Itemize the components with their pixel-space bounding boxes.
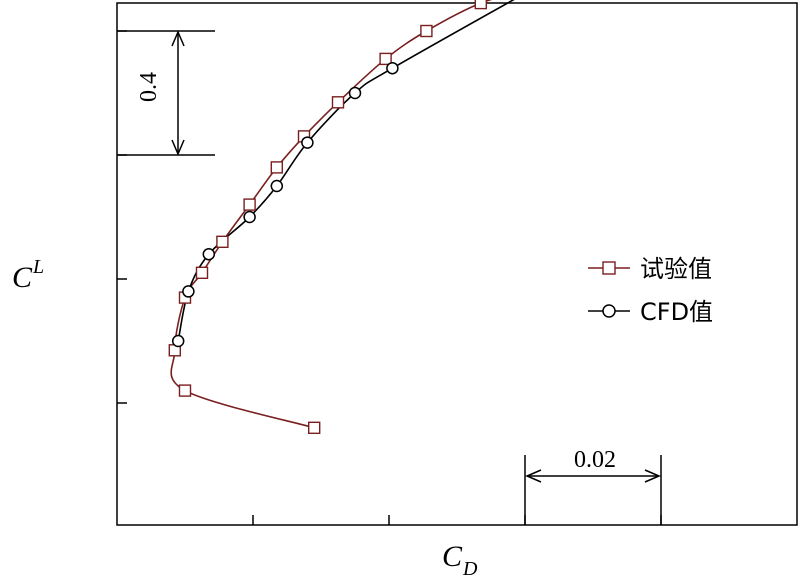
x-scale-bracket: [524, 455, 662, 525]
legend-label-experimental: 试验值: [640, 255, 712, 283]
data-point-square: [178, 384, 192, 397]
data-point-circle: [348, 86, 362, 100]
data-point-circle: [202, 247, 216, 261]
y-axis-label: CL: [12, 256, 44, 294]
y-axis-ticks: [117, 30, 127, 404]
legend: 试验值 CFD值: [588, 255, 713, 326]
data-point-square: [270, 161, 283, 174]
data-point-circle: [171, 334, 185, 348]
data-point-square: [420, 24, 433, 38]
data-point-square: [243, 198, 256, 211]
data-point-circle: [301, 136, 314, 149]
data-point-square: [474, 0, 487, 10]
data-point-square: [308, 421, 321, 434]
data-point-square: [331, 96, 345, 109]
x-axis-label-main: C: [442, 540, 463, 573]
circle-marker-icon: [602, 304, 616, 318]
x-axis-label: CD: [442, 540, 478, 580]
data-point-circle: [243, 210, 256, 224]
legend-item-cfd: CFD值: [588, 298, 713, 326]
data-point-square: [195, 266, 209, 279]
series-line-cfd: [177, 0, 515, 342]
x-axis-ticks: [252, 515, 662, 525]
y-axis-label-sub: L: [32, 256, 44, 278]
legend-label-cfd: CFD值: [640, 298, 713, 326]
plot-frame: [116, 2, 798, 526]
data-point-circle: [270, 179, 284, 193]
data-point-circle: [386, 61, 399, 75]
y-scale-label: 0.4: [136, 72, 162, 102]
x-axis-label-sub: D: [462, 558, 478, 580]
data-point-square: [216, 235, 229, 249]
y-axis-label-main: C: [12, 261, 33, 294]
data-point-square: [379, 52, 392, 66]
legend-item-experimental: 试验值: [588, 255, 712, 283]
square-marker-icon: [602, 261, 616, 275]
x-scale-label: 0.02: [574, 447, 616, 473]
y-scale-bracket: [117, 30, 215, 156]
data-point-circle: [182, 285, 195, 298]
series-markers: [168, 0, 487, 434]
